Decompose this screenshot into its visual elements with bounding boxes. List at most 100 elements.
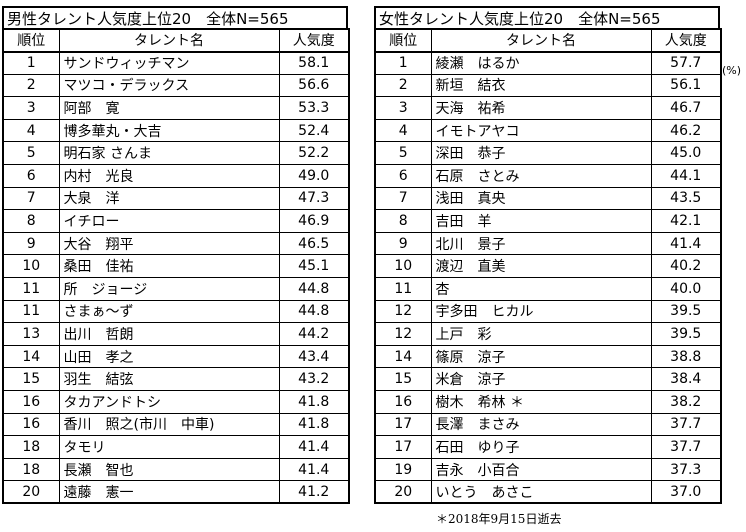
name-cell: イチロー (58, 209, 280, 233)
table-row: 4 イモトアヤコ 46.2 (374, 118, 722, 143)
name-cell: さまぁ～ず (58, 299, 280, 324)
score-cell: 46.5 (278, 231, 350, 256)
score-cell: 49.0 (278, 164, 350, 188)
table-row: 18 長瀬 智也 41.4 (2, 457, 350, 482)
name-cell: 宇多田 ヒカル (430, 299, 652, 324)
table-header-row: 順位 タレント名 人気度 (2, 28, 350, 53)
rank-cell: 1 (374, 51, 432, 75)
rank-cell: 5 (2, 141, 60, 166)
name-cell: 大泉 洋 (58, 186, 280, 211)
score-cell: 46.9 (278, 209, 350, 233)
score-cell: 44.8 (278, 277, 350, 301)
table-row: 6 石原 さとみ 44.1 (374, 164, 722, 188)
name-cell: 上戸 彩 (430, 322, 652, 346)
score-cell: 43.5 (650, 186, 722, 211)
rank-cell: 9 (2, 231, 60, 256)
rank-cell: 16 (374, 390, 432, 414)
rank-cell: 18 (2, 435, 60, 459)
name-cell: 北川 景子 (430, 231, 652, 256)
name-cell: 新垣 結衣 (430, 73, 652, 98)
table-row: 9 大谷 翔平 46.5 (2, 231, 350, 256)
name-header: タレント名 (430, 28, 652, 53)
name-cell: 深田 恭子 (430, 141, 652, 166)
table-header-row: 順位 タレント名 人気度 (374, 28, 722, 53)
rank-cell: 11 (374, 277, 432, 301)
table-row: 10 渡辺 直美 40.2 (374, 254, 722, 279)
score-cell: 46.7 (650, 96, 722, 120)
score-cell: 56.1 (650, 73, 722, 98)
rank-cell: 2 (2, 73, 60, 98)
table-row: 15 米倉 涼子 38.4 (374, 367, 722, 391)
name-cell: 吉永 小百合 (430, 457, 652, 482)
table-row: 7 浅田 真央 43.5 (374, 186, 722, 211)
rank-header: 順位 (374, 28, 432, 53)
table-row: 19 吉永 小百合 37.3 (374, 457, 722, 482)
table-row: 11 さまぁ～ず 44.8 (2, 299, 350, 324)
name-cell: 桑田 佳祐 (58, 254, 280, 279)
name-cell: 山田 孝之 (58, 344, 280, 369)
rank-cell: 15 (2, 367, 60, 391)
table-row: 17 長澤 まさみ 37.7 (374, 412, 722, 437)
rank-cell: 19 (374, 457, 432, 482)
name-cell: 博多華丸・大吉 (58, 118, 280, 143)
female-ranking-table: 順位 タレント名 人気度 1 綾瀬 はるか 57.7 2 新垣 結衣 56.1 3 天海 祐希… (374, 28, 722, 505)
rank-cell: 5 (374, 141, 432, 166)
score-cell: 38.8 (650, 344, 722, 369)
score-cell: 44.2 (278, 322, 350, 346)
table-row: 1 サンドウィッチマン 58.1 (2, 51, 350, 75)
name-cell: 石原 さとみ (430, 164, 652, 188)
score-cell: 37.7 (650, 412, 722, 437)
rank-cell: 17 (374, 435, 432, 459)
name-cell: いとう あさこ (430, 480, 652, 504)
rank-cell: 7 (374, 186, 432, 211)
score-cell: 39.5 (650, 299, 722, 324)
score-cell: 40.2 (650, 254, 722, 279)
table-row: 18 タモリ 41.4 (2, 435, 350, 459)
score-cell: 39.5 (650, 322, 722, 346)
name-cell: 綾瀬 はるか (430, 51, 652, 75)
name-cell: 香川 照之(市川 中車) (58, 412, 280, 437)
female-ranking-rows: 1 綾瀬 はるか 57.7 2 新垣 結衣 56.1 3 天海 祐希 46.7 4 イモトアヤコ 46… (374, 51, 722, 504)
rank-cell: 11 (2, 299, 60, 324)
rank-cell: 3 (2, 96, 60, 120)
rank-cell: 18 (2, 457, 60, 482)
score-cell: 44.8 (278, 299, 350, 324)
name-cell: タモリ (58, 435, 280, 459)
name-cell: タカアンドトシ (58, 390, 280, 414)
score-cell: 41.8 (278, 412, 350, 437)
rank-cell: 15 (374, 367, 432, 391)
table-row: 11 所 ジョージ 44.8 (2, 277, 350, 301)
score-cell: 43.2 (278, 367, 350, 391)
table-row: 8 イチロー 46.9 (2, 209, 350, 233)
rank-cell: 9 (374, 231, 432, 256)
score-cell: 41.8 (278, 390, 350, 414)
rank-cell: 13 (2, 322, 60, 346)
rank-header: 順位 (2, 28, 60, 53)
name-cell: 樹木 希林 ＊ (430, 390, 652, 414)
rank-cell: 10 (2, 254, 60, 279)
name-cell: 吉田 羊 (430, 209, 652, 233)
name-cell: 所 ジョージ (58, 277, 280, 301)
male-ranking-table: 順位 タレント名 人気度 1 サンドウィッチマン 58.1 2 マツコ・デラックス 56.… (2, 28, 350, 505)
rank-cell: 8 (2, 209, 60, 233)
name-header: タレント名 (58, 28, 280, 53)
table-row: 20 いとう あさこ 37.0 (374, 480, 722, 504)
table-row: 12 宇多田 ヒカル 39.5 (374, 299, 722, 324)
table-row: 17 石田 ゆり子 37.7 (374, 435, 722, 459)
name-cell: 杏 (430, 277, 652, 301)
name-cell: 天海 祐希 (430, 96, 652, 120)
name-cell: 浅田 真央 (430, 186, 652, 211)
female-ranking-title: 女性タレント人気度上位20 全体N=565 (374, 6, 720, 28)
name-cell: 篠原 涼子 (430, 344, 652, 369)
name-cell: マツコ・デラックス (58, 73, 280, 98)
rank-cell: 20 (374, 480, 432, 504)
score-cell: 37.3 (650, 457, 722, 482)
table-row: 2 マツコ・デラックス 56.6 (2, 73, 350, 98)
table-row: 3 天海 祐希 46.7 (374, 96, 722, 120)
score-cell: 41.4 (650, 231, 722, 256)
table-row: 11 杏 40.0 (374, 277, 722, 301)
male-ranking-rows: 1 サンドウィッチマン 58.1 2 マツコ・デラックス 56.6 3 阿部 寛 53.3 4 博多… (2, 51, 350, 504)
table-row: 14 山田 孝之 43.4 (2, 344, 350, 369)
table-row: 15 羽生 結弦 43.2 (2, 367, 350, 391)
score-cell: 52.2 (278, 141, 350, 166)
